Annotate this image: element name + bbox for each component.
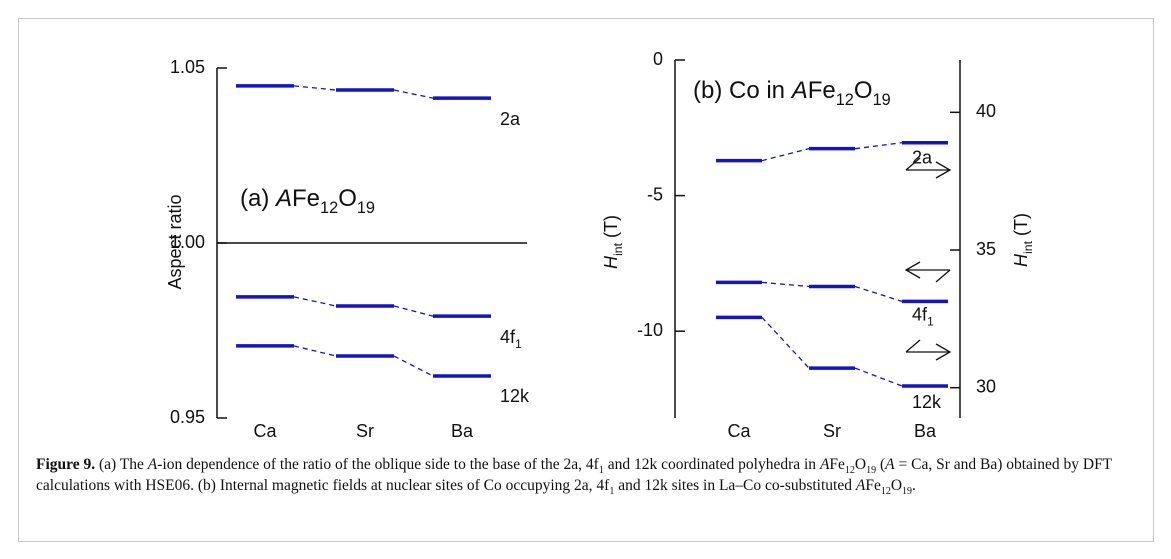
connector xyxy=(393,305,434,317)
caption-part: -ion dependence of the ratio of the obli… xyxy=(157,456,599,473)
x-tick-label: Sr xyxy=(823,421,841,441)
text-part: 12k xyxy=(500,386,530,406)
y2-axis-label: Hint (T) xyxy=(1011,213,1035,267)
connector xyxy=(393,89,434,99)
y-tick-label: -5 xyxy=(647,184,663,204)
arrow-right xyxy=(905,339,952,361)
text-part: int xyxy=(1021,240,1035,254)
connector xyxy=(854,142,903,150)
panel-title: (b) Co in AFe12O19 xyxy=(693,77,891,109)
text-part: H xyxy=(1011,253,1031,267)
caption-part: A xyxy=(885,456,895,473)
text-part: 19 xyxy=(357,199,375,217)
y2-tick-label: 40 xyxy=(976,101,996,121)
level-label: 12k xyxy=(500,386,530,406)
connector xyxy=(761,316,810,369)
x-tick-label: Ca xyxy=(727,421,751,441)
text-part: 4f xyxy=(912,304,928,324)
caption-part: and 12k coordinated polyhedra in xyxy=(603,456,820,473)
y-tick-label: -10 xyxy=(637,320,663,340)
text-part: 19 xyxy=(873,91,891,109)
level-label: 2a xyxy=(912,147,933,167)
text-part: A xyxy=(790,77,808,104)
connector xyxy=(854,367,903,387)
caption-part: 1 xyxy=(609,486,615,498)
text-part: Fe xyxy=(292,185,320,212)
caption-part: . xyxy=(912,477,916,494)
text-part: (T) xyxy=(601,215,621,243)
text-part: Fe xyxy=(808,77,836,104)
text-part: 1 xyxy=(927,315,934,329)
caption-part: A xyxy=(819,456,830,473)
connector xyxy=(761,281,810,288)
connector xyxy=(293,345,337,357)
figure-frame xyxy=(18,18,1154,542)
text-part: A xyxy=(274,185,292,212)
text-part: O xyxy=(854,77,873,104)
y-tick-label: 1.00 xyxy=(170,232,205,252)
text-part: O xyxy=(338,185,357,212)
caption-part: A xyxy=(147,456,158,473)
caption-part: 19 xyxy=(902,486,913,498)
panel-title: (a) AFe12O19 xyxy=(240,185,375,217)
caption-part: O xyxy=(854,456,867,473)
x-tick-label: Ca xyxy=(253,421,277,441)
caption-part: 12 xyxy=(844,465,855,477)
level-label: 4f1 xyxy=(912,304,934,328)
x-tick-label: Ba xyxy=(914,421,937,441)
caption-part: 12 xyxy=(880,486,891,498)
text-part: int xyxy=(611,242,625,256)
level-label: 2a xyxy=(500,109,521,129)
caption-part: A xyxy=(855,477,866,494)
caption-part: and 12k sites in La–Co co-substituted xyxy=(614,477,856,494)
level-label: 12k xyxy=(912,392,942,412)
text-part: (a) xyxy=(240,185,276,212)
text-part: (T) xyxy=(1011,213,1031,241)
text-part: (b) Co in xyxy=(693,77,792,104)
x-tick-label: Ba xyxy=(451,421,474,441)
text-part: 1 xyxy=(515,337,522,351)
caption-part: 19 xyxy=(866,465,877,477)
connector xyxy=(293,296,337,307)
caption-part: ( xyxy=(876,456,886,473)
y-axis-label: Hint (T) xyxy=(601,215,625,269)
connector xyxy=(393,355,434,377)
y-tick-label: 1.05 xyxy=(170,57,205,77)
x-tick-label: Sr xyxy=(356,421,374,441)
connector xyxy=(854,285,903,302)
connector xyxy=(761,148,810,162)
caption-part: 1 xyxy=(598,465,604,477)
level-label: 4f1 xyxy=(500,327,522,351)
text-part: 12 xyxy=(320,199,338,217)
text-part: 2a xyxy=(500,109,521,129)
text-part: 12k xyxy=(912,392,942,412)
text-part: 2a xyxy=(912,147,933,167)
y-axis-label: Aspect ratio xyxy=(165,194,185,289)
arrow-left xyxy=(904,261,951,283)
connector xyxy=(293,85,337,91)
text-part: 12 xyxy=(836,91,854,109)
caption: Figure 9. (a) The A-ion dependence of th… xyxy=(36,454,1136,498)
y-tick-label: 0 xyxy=(653,49,663,69)
arrow-right xyxy=(905,157,952,179)
text-part: 4f xyxy=(500,327,516,347)
text-part: H xyxy=(601,255,621,269)
caption-part: Fe xyxy=(865,477,881,494)
caption-part: (a) The xyxy=(95,456,148,473)
y2-tick-label: 35 xyxy=(976,239,996,259)
y2-tick-label: 30 xyxy=(976,376,996,396)
caption-part: Fe xyxy=(829,456,845,473)
text-part: Aspect ratio xyxy=(165,194,185,289)
caption-part: = Ca, Sr and Ba) obtained by DFT calcula… xyxy=(36,456,1112,494)
caption-part: O xyxy=(890,477,903,494)
y-tick-label: 0.95 xyxy=(170,407,205,427)
caption-part: Figure 9. xyxy=(36,456,96,473)
arrows xyxy=(904,157,952,361)
